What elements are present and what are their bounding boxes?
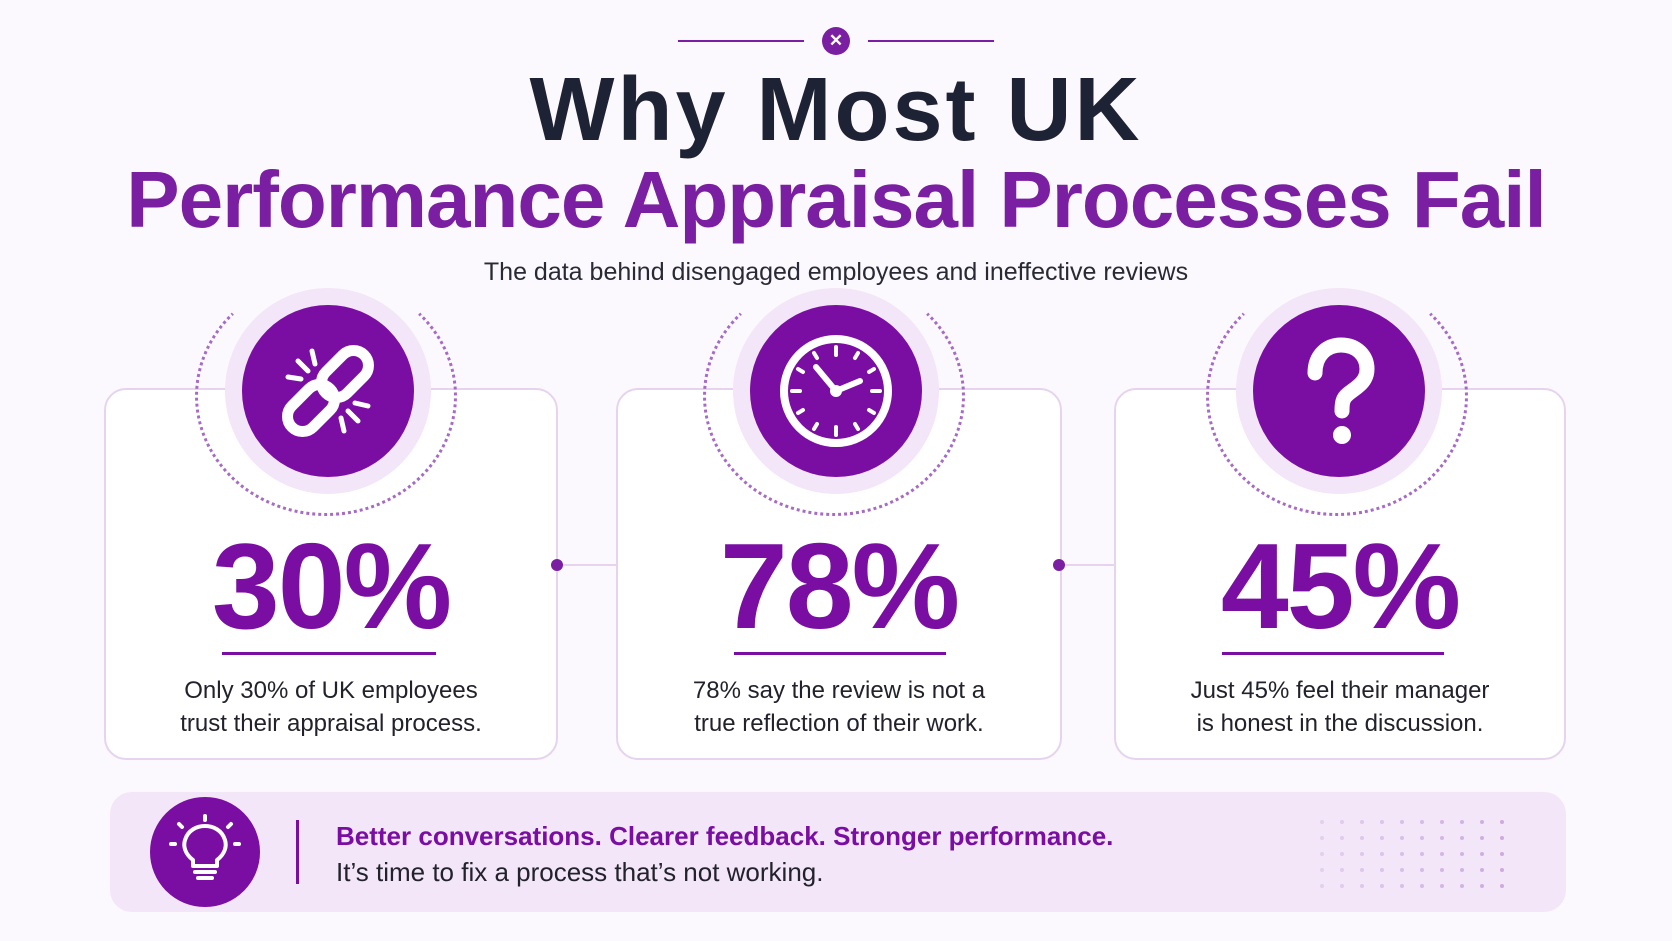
stat-value: 78% xyxy=(719,518,960,654)
ornament-line-left xyxy=(678,40,804,42)
stat-description-line: is honest in the discussion. xyxy=(1196,710,1484,737)
stat-description-line: 78% say the review is not a xyxy=(692,677,986,704)
card-connector-dot xyxy=(1053,559,1065,571)
stat-description: Only 30% of UK employees trust their app… xyxy=(104,674,558,740)
stat-description-line: trust their appraisal process. xyxy=(180,710,482,737)
cta-banner: Better conversations. Clearer feedback. … xyxy=(110,792,1566,912)
question-mark-icon xyxy=(1253,305,1425,477)
stat-value: 30% xyxy=(211,518,452,654)
icon-ring xyxy=(1206,276,1468,516)
stat-description: Just 45% feel their manager is honest in… xyxy=(1114,674,1566,740)
icon-ring xyxy=(703,276,965,516)
stat-description-line: Just 45% feel their manager xyxy=(1190,677,1490,704)
stat-description-line: Only 30% of UK employees xyxy=(184,677,478,704)
banner-headline: Better conversations. Clearer feedback. … xyxy=(336,821,1114,851)
dotted-arc xyxy=(1206,276,1468,516)
stat-underline xyxy=(222,652,436,655)
close-icon: ✕ xyxy=(822,27,850,55)
stat-underline xyxy=(734,652,946,655)
stat-description-line: true reflection of their work. xyxy=(694,710,984,737)
clock-icon xyxy=(750,305,922,477)
banner-divider xyxy=(296,820,299,884)
broken-link-icon xyxy=(242,305,414,477)
dotted-arc xyxy=(703,276,965,516)
stat-underline xyxy=(1222,652,1444,655)
card-connector-line xyxy=(562,564,616,566)
top-ornament: ✕ xyxy=(0,26,1672,56)
stat-description: 78% say the review is not a true reflect… xyxy=(616,674,1062,740)
title-line-2: Performance Appraisal Processes Fail xyxy=(126,155,1547,244)
card-connector-dot xyxy=(551,559,563,571)
stat-value: 45% xyxy=(1220,518,1461,654)
title-line-1: Why Most UK xyxy=(529,60,1143,160)
lightbulb-icon xyxy=(150,797,260,907)
decorative-dot-grid xyxy=(1320,820,1504,888)
ornament-line-right xyxy=(868,40,994,42)
card-connector-line xyxy=(1064,564,1114,566)
banner-body: It’s time to fix a process that’s not wo… xyxy=(336,857,824,887)
icon-ring xyxy=(195,276,457,516)
dotted-arc xyxy=(195,276,457,516)
